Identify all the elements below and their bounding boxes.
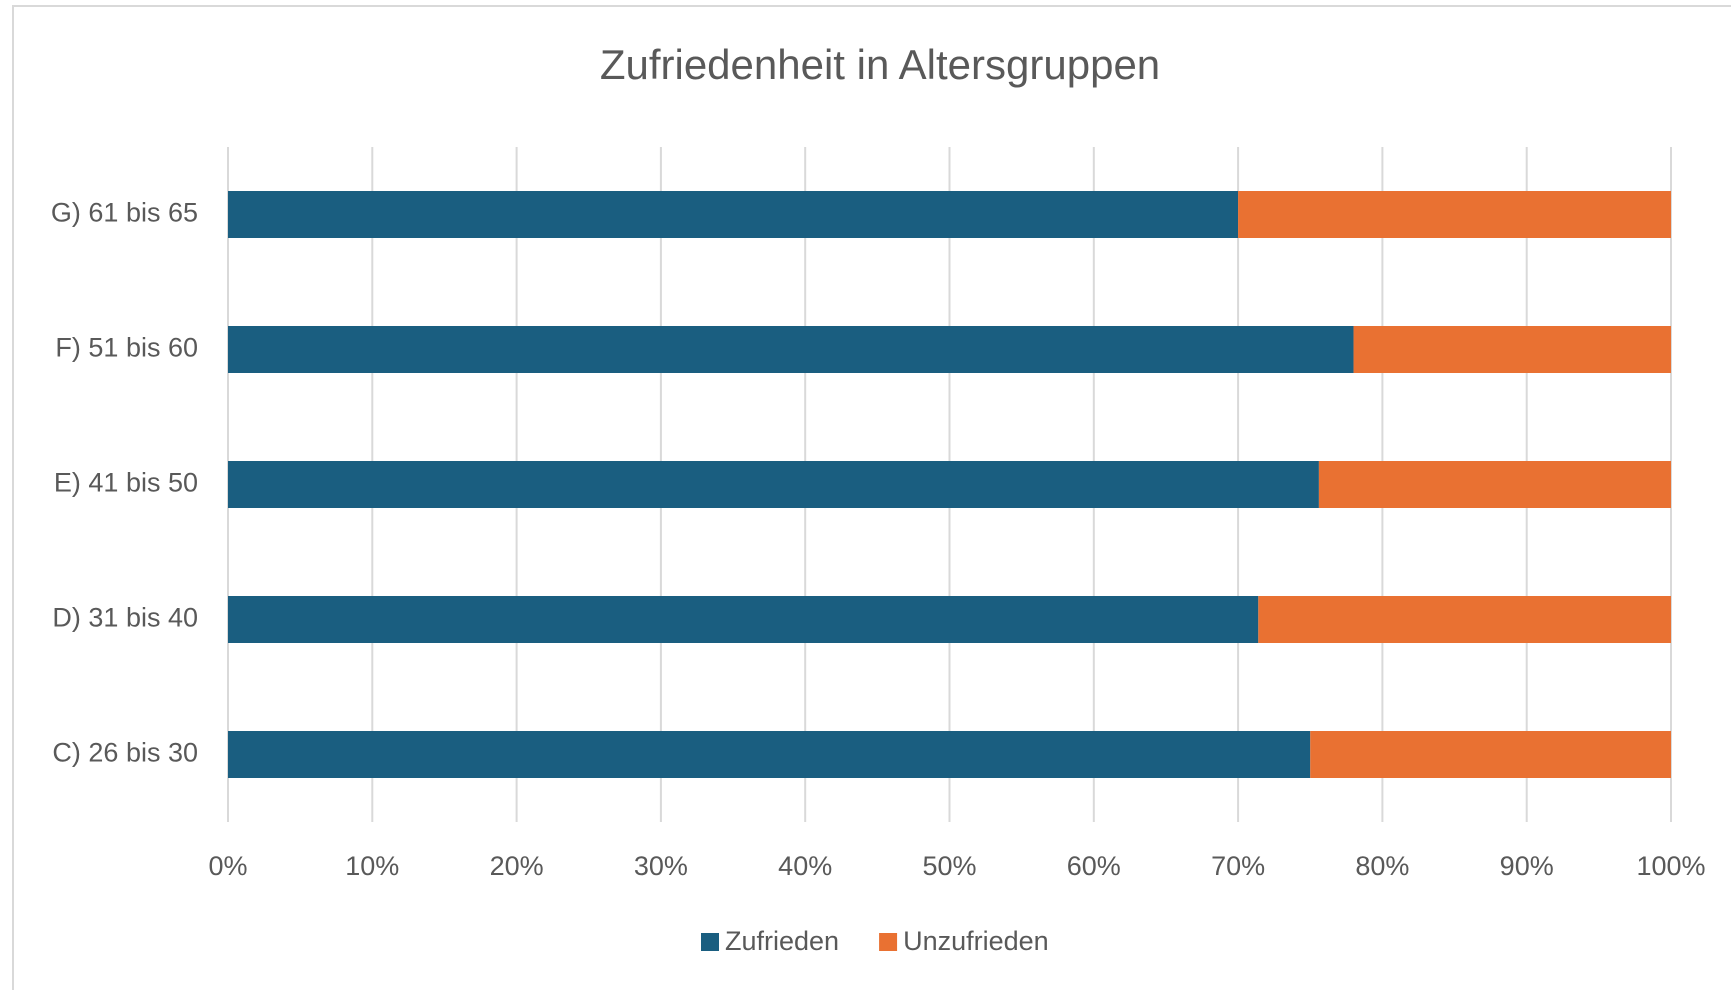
x-tick-label: 80% — [1355, 851, 1409, 881]
bar-segment — [228, 731, 1311, 778]
bar-segment — [228, 326, 1354, 373]
legend-label: Zufrieden — [725, 926, 839, 956]
x-tick-label: 70% — [1211, 851, 1265, 881]
y-tick-label: G) 61 bis 65 — [51, 198, 198, 228]
x-tick-label: 60% — [1067, 851, 1121, 881]
bar-segment — [1258, 596, 1671, 643]
y-tick-label: C) 26 bis 30 — [52, 738, 198, 768]
legend-swatch — [879, 933, 898, 951]
bar-segment — [228, 596, 1259, 643]
x-tick-label: 20% — [490, 851, 544, 881]
legend-label: Unzufrieden — [903, 926, 1049, 956]
legend-swatch — [701, 933, 719, 951]
y-tick-label: E) 41 bis 50 — [54, 468, 198, 498]
x-tick-label: 40% — [778, 851, 832, 881]
x-tick-label: 50% — [922, 851, 976, 881]
x-tick-label: 30% — [634, 851, 688, 881]
chart-title: Zufriedenheit in Altersgruppen — [600, 41, 1160, 88]
bar-segment — [1238, 191, 1671, 238]
x-tick-label: 0% — [208, 851, 247, 881]
bar-segment — [228, 461, 1319, 508]
y-tick-label: D) 31 bis 40 — [52, 603, 198, 633]
x-tick-label: 90% — [1500, 851, 1554, 881]
x-tick-label: 10% — [345, 851, 399, 881]
bar-segment — [1310, 731, 1671, 778]
x-tick-label: 100% — [1636, 851, 1705, 881]
y-tick-label: F) 51 bis 60 — [55, 333, 198, 363]
bar-segment — [1353, 326, 1671, 373]
bar-segment — [228, 191, 1239, 238]
bar-segment — [1318, 461, 1671, 508]
